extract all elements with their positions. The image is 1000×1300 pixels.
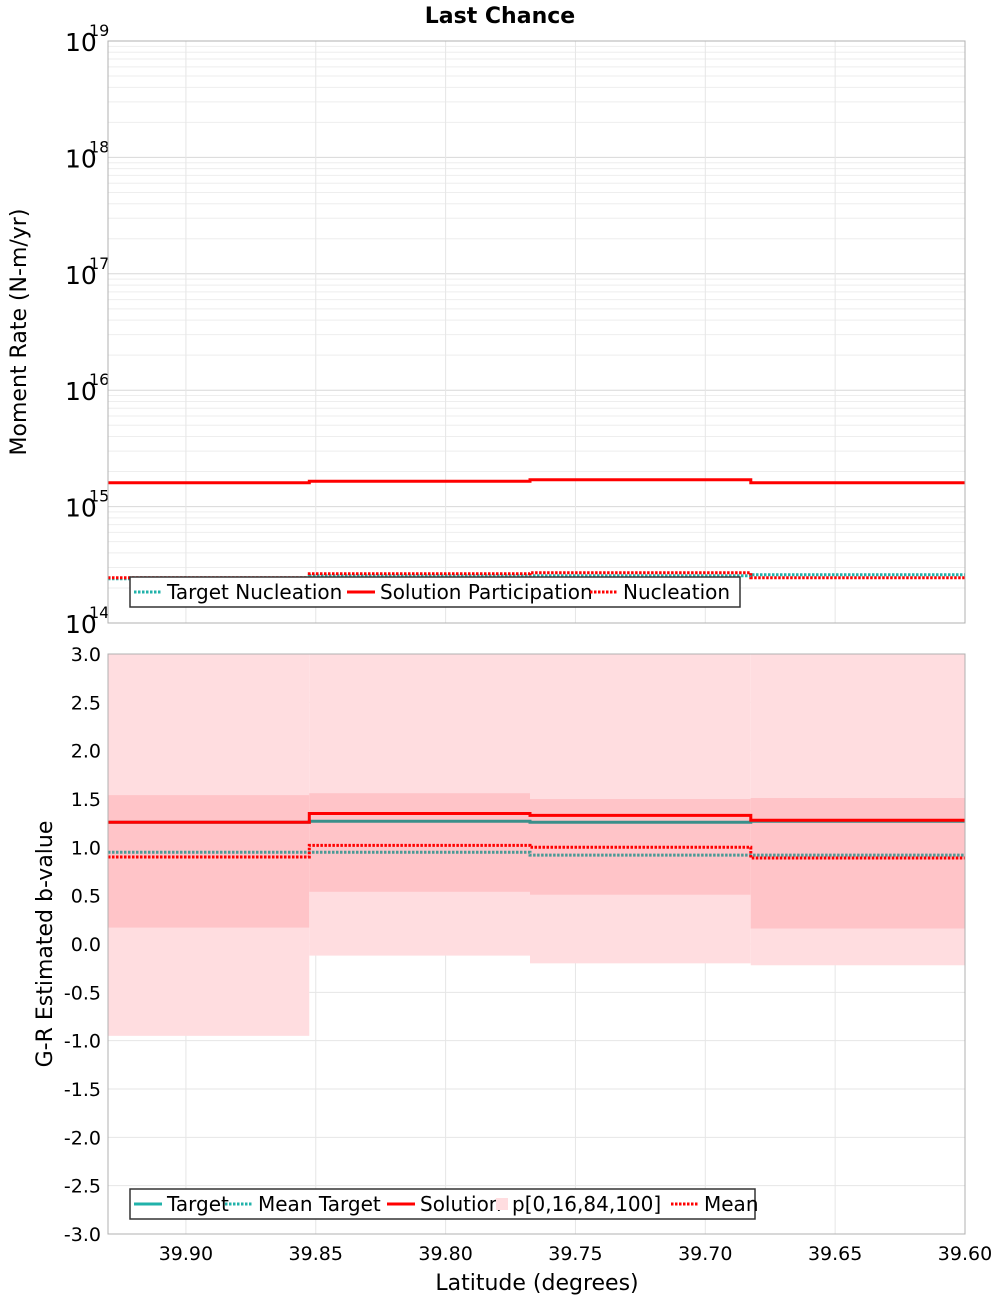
top-plot-frame	[107, 40, 966, 624]
y-tick-label: -2.0	[64, 1127, 101, 1149]
y-tick-exponent: 16	[89, 370, 109, 389]
y-tick-label: 10	[65, 494, 97, 523]
top-y-axis-label: Moment Rate (N-m/yr)	[7, 209, 32, 456]
series-mean-target	[108, 850, 965, 857]
y-tick-label: 0.0	[71, 934, 101, 956]
bottom-plot-frame	[107, 653, 966, 1235]
legend-label-mean-target: Mean Target	[258, 1192, 381, 1216]
bottom-y-axis-label: G-R Estimated b-value	[33, 821, 58, 1068]
legend-label-target-nucleation: Target Nucleation	[166, 580, 342, 604]
y-tick-label: 2.0	[71, 741, 101, 763]
y-tick-label: 10	[65, 261, 97, 290]
series-solution-participation	[108, 478, 965, 485]
y-tick-label: 1.5	[71, 789, 101, 811]
legend-label-target: Target	[166, 1192, 229, 1216]
y-tick-exponent: 19	[89, 21, 109, 40]
y-tick-label: -2.5	[64, 1176, 101, 1198]
band-p16-p84	[309, 793, 531, 892]
y-tick-label: 1.0	[71, 837, 101, 859]
y-tick-exponent: 18	[89, 137, 109, 156]
series-mean	[108, 843, 965, 860]
y-tick-label: 10	[65, 377, 97, 406]
band-p16-p84	[108, 795, 310, 928]
y-tick-label: 10	[65, 610, 97, 639]
series-solution	[108, 812, 965, 824]
x-tick-label: 39.65	[808, 1243, 862, 1265]
b-value-plot: 3.0 2.5 2.0 1.5 1.0 0.5 0.0 -0.5 -1.0 -1.5 -2.0 -2.…	[64, 644, 992, 1265]
y-tick-label: -0.5	[64, 982, 101, 1004]
x-tick-label: 39.60	[938, 1243, 992, 1265]
legend-label-nucleation: Nucleation	[623, 580, 730, 604]
x-tick-label: 39.80	[418, 1243, 472, 1265]
y-tick-exponent: 17	[89, 254, 109, 273]
chart-title: Last Chance	[425, 4, 575, 29]
y-tick-label: 3.0	[71, 644, 101, 666]
x-axis-label: Latitude (degrees)	[435, 1271, 638, 1296]
legend-label-mean: Mean	[704, 1192, 759, 1216]
y-tick-label: 10	[65, 144, 97, 173]
y-tick-label: -1.5	[64, 1079, 101, 1101]
y-tick-label: 10	[65, 28, 97, 57]
legend-label-solution-participation: Solution Participation	[380, 580, 593, 604]
legend-label-solution: Solution	[420, 1192, 501, 1216]
y-tick-label: 0.5	[71, 886, 101, 908]
y-tick-exponent: 14	[89, 603, 109, 622]
legend-label-p-0-16-84-100: p[0,16,84,100]	[512, 1192, 661, 1216]
y-tick-exponent: 15	[89, 487, 109, 506]
x-tick-label: 39.75	[548, 1243, 602, 1265]
top-plot-background	[108, 41, 965, 623]
x-tick-label: 39.85	[289, 1243, 343, 1265]
y-tick-label: 2.5	[71, 692, 101, 714]
y-tick-label: -3.0	[64, 1224, 101, 1246]
y-tick-label: -1.0	[64, 1031, 101, 1053]
x-tick-label: 39.90	[159, 1243, 213, 1265]
band-p16-p84	[750, 798, 965, 929]
legend-swatch-p-0-16-84-100	[496, 1198, 508, 1210]
legend-box	[129, 576, 741, 608]
x-tick-label: 39.70	[678, 1243, 732, 1265]
